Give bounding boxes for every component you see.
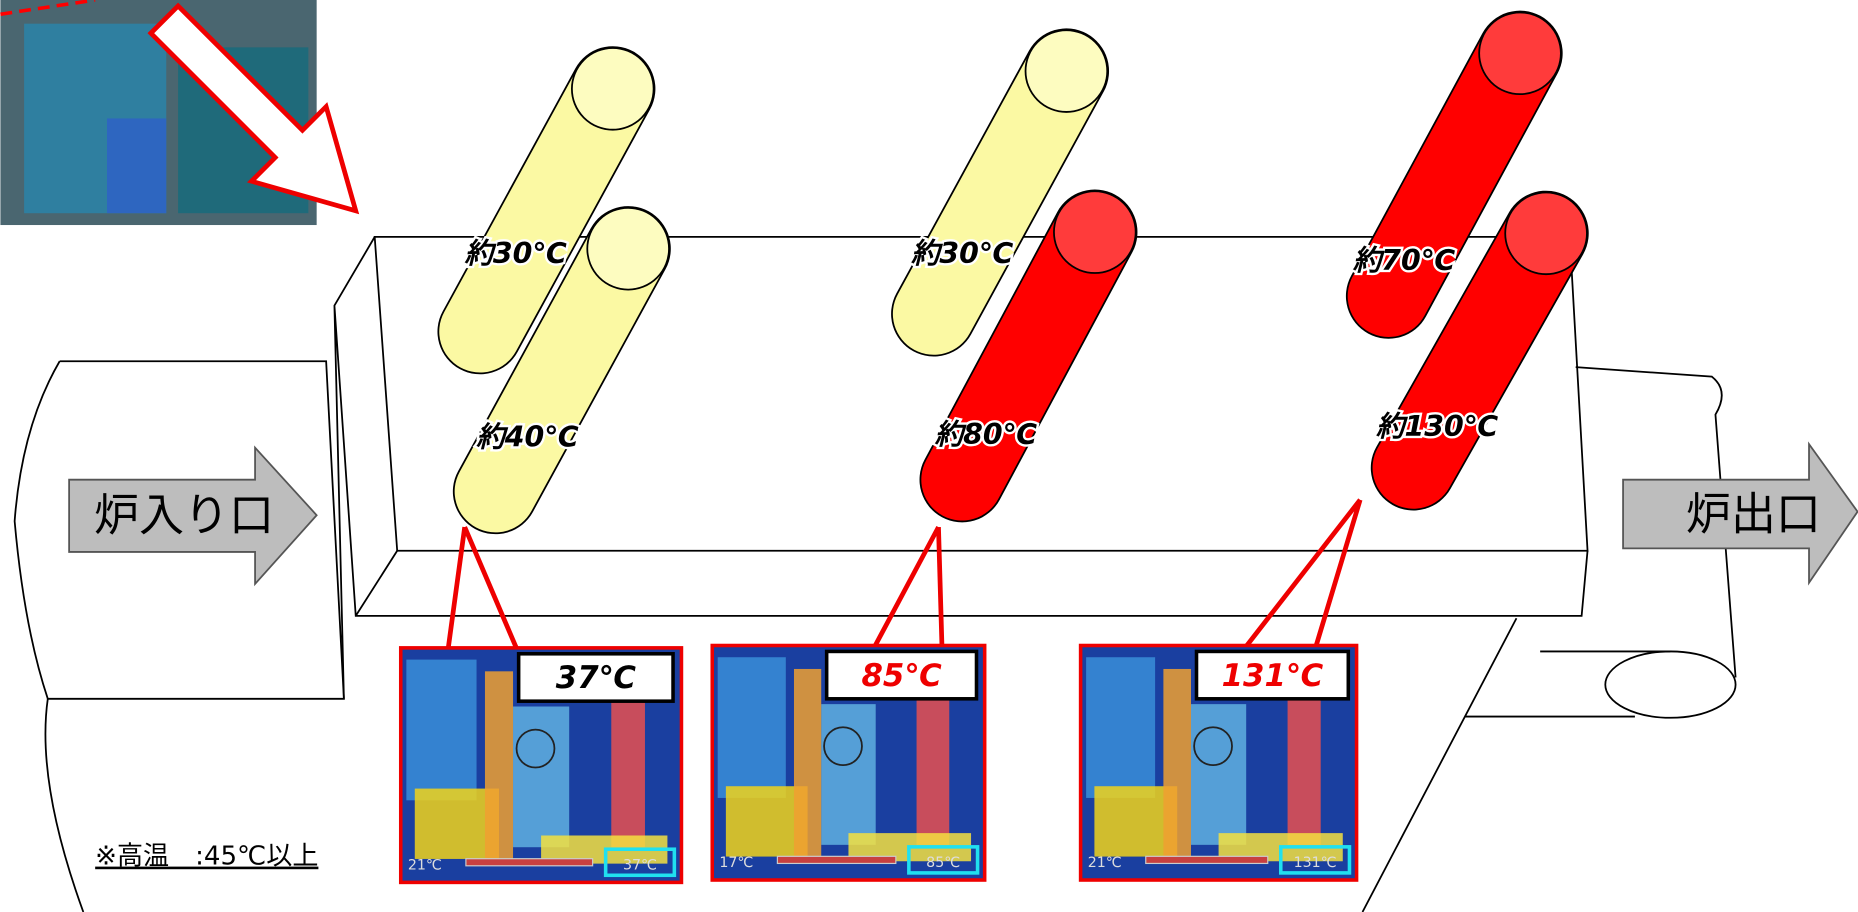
page: 炉 {"entrance_label":"炉入り口","exit_label":… [0, 0, 1858, 912]
roll-end [1605, 651, 1735, 717]
body: 炉入り口 炉出口 約30℃ 約40℃ 約30℃ 約80℃ 約70℃ 約130℃ 37℃ 21… [0, 0, 1858, 912]
cloth-edge [45, 699, 83, 912]
exit-label: 炉出口 [1686, 487, 1821, 540]
callout-lines [448, 500, 1360, 649]
roller-label: 約40℃ [476, 421, 579, 454]
scale-min: 21℃ [1088, 855, 1122, 871]
scale-bar [777, 856, 895, 863]
thermal-region [718, 657, 786, 798]
cloth-lines [1362, 618, 1670, 912]
thermal-region [513, 707, 569, 848]
roller-end [572, 48, 654, 130]
roller-end [1054, 191, 1136, 273]
scale-max: 37℃ [623, 857, 657, 873]
rollers: 約30℃ 約40℃ 約30℃ 約80℃ 約70℃ 約130℃ [464, 12, 1586, 491]
diagram: 炉入り口 炉出口 約30℃ 約40℃ 約30℃ 約80℃ 約70℃ 約130℃ 37℃ 21… [0, 0, 1858, 912]
thermal-region [485, 671, 513, 859]
entrance-label: 炉入り口 [94, 489, 274, 542]
roller-end [1026, 30, 1108, 112]
thermal-region [794, 669, 821, 857]
scale-max: 85℃ [926, 855, 960, 871]
reading: 131℃ [1222, 658, 1324, 694]
scale-max: 131℃ [1294, 855, 1337, 871]
photo-crate [107, 118, 166, 213]
roller-label: 約30℃ [911, 237, 1014, 270]
thermal-images: 37℃ 21℃ 37℃ 85℃ 17℃ 85℃ 131℃ 21℃ 131℃ [401, 646, 1357, 883]
roller-end [587, 208, 669, 290]
roller-label: 約30℃ [464, 237, 567, 270]
thermal-region [1163, 669, 1191, 857]
scale-min: 17℃ [719, 855, 753, 871]
note: ※高温 :45℃以上 [95, 842, 318, 872]
reading: 85℃ [862, 658, 942, 694]
scale-bar [466, 859, 593, 866]
thermal-region [1191, 704, 1246, 845]
scale-bar [1146, 856, 1268, 863]
thermal-region [821, 704, 875, 845]
roller-end [1479, 12, 1561, 94]
roller-end [1505, 192, 1587, 274]
roller-label: 約70℃ [1353, 244, 1456, 277]
reading: 37℃ [556, 660, 636, 696]
roller-label: 約130℃ [1376, 410, 1499, 443]
thermal-region [1086, 657, 1155, 798]
thermal-region [406, 660, 476, 801]
roller-label: 約80℃ [935, 418, 1038, 451]
scale-min: 21℃ [408, 857, 442, 873]
